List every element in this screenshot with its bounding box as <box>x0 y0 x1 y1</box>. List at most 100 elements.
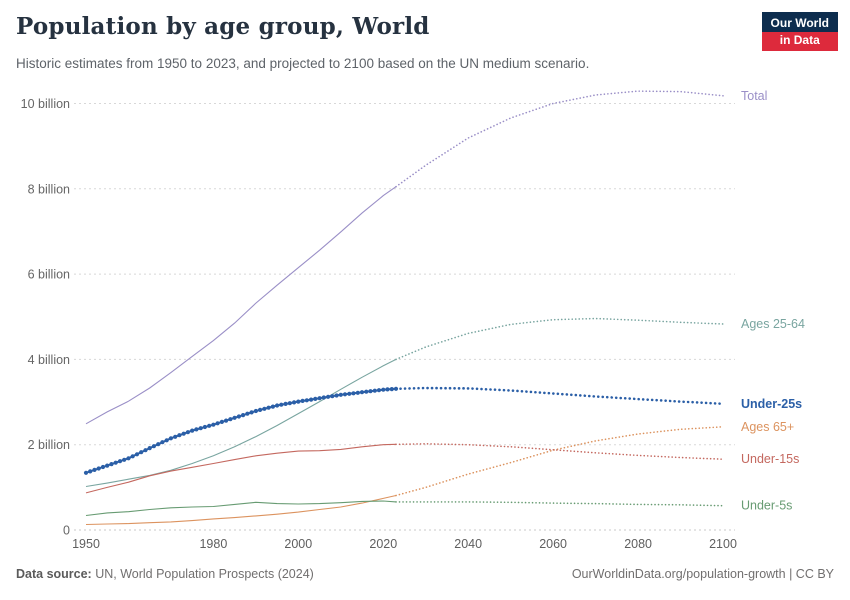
data-point-marker <box>156 442 161 447</box>
data-point-marker <box>215 421 220 426</box>
data-point-marker <box>245 411 250 416</box>
data-source-note: Data source: UN, World Population Prospe… <box>16 567 314 581</box>
data-point-marker <box>253 408 258 414</box>
data-point-marker <box>347 391 352 396</box>
x-axis-tick-label: 1950 <box>72 537 100 551</box>
data-point-marker <box>313 396 318 401</box>
data-source-label: Data source: <box>16 567 92 581</box>
data-point-marker <box>185 430 190 435</box>
data-point-marker <box>258 407 263 412</box>
data-point-marker <box>143 448 148 453</box>
series-line-total-projected[interactable] <box>395 90 724 188</box>
y-axis-tick-label: 6 billion <box>28 268 70 282</box>
data-point-marker <box>364 389 369 394</box>
data-point-marker <box>168 436 173 441</box>
x-axis-tick-label: 1980 <box>199 537 227 551</box>
series-label-under-15s[interactable]: Under-15s <box>741 452 799 466</box>
owid-logo-line2: in Data <box>761 32 838 51</box>
x-axis-tick-label: 2080 <box>624 537 652 551</box>
series-label-ages-25-64[interactable]: Ages 25-64 <box>741 317 805 331</box>
x-axis-tick-label: 2060 <box>539 537 567 551</box>
data-point-marker <box>177 433 182 438</box>
series-line-under-5s-projected[interactable] <box>395 501 724 507</box>
data-point-marker <box>194 427 199 432</box>
data-point-marker <box>224 418 229 423</box>
series-line-under-25s-historic[interactable] <box>85 387 397 474</box>
owid-logo[interactable]: Our World in Data <box>761 12 838 51</box>
series-label-ages-65plus[interactable]: Ages 65+ <box>741 420 794 434</box>
data-source-value: UN, World Population Prospects (2024) <box>91 567 314 581</box>
data-point-marker <box>279 402 284 407</box>
y-axis-tick-label: 2 billion <box>28 438 70 452</box>
series-line-under-5s-historic[interactable] <box>85 500 397 517</box>
data-point-marker <box>139 450 144 455</box>
series-line-under-15s-historic[interactable] <box>85 443 397 494</box>
data-point-marker <box>96 466 101 471</box>
x-axis-tick-label: 2040 <box>454 537 482 551</box>
data-point-marker <box>232 415 237 420</box>
y-axis-tick-label: 0 <box>63 524 70 538</box>
data-point-marker <box>389 387 394 392</box>
data-point-marker <box>236 414 241 419</box>
owid-logo-line1: Our World <box>761 12 838 32</box>
series-line-ages-65plus-historic[interactable] <box>85 494 397 526</box>
data-point-marker <box>100 464 106 470</box>
data-point-marker <box>393 386 399 391</box>
data-point-marker <box>190 428 195 433</box>
series-label-total[interactable]: Total <box>741 89 767 103</box>
data-point-marker <box>330 394 335 399</box>
data-point-marker <box>283 401 288 406</box>
data-point-marker <box>292 400 297 405</box>
chart-footer: Data source: UN, World Population Prospe… <box>16 567 834 581</box>
chart-subtitle: Historic estimates from 1950 to 2023, an… <box>16 56 590 71</box>
data-point-marker <box>368 389 373 394</box>
data-point-marker <box>109 462 114 467</box>
data-point-marker <box>134 452 140 457</box>
data-point-marker <box>113 460 118 465</box>
y-axis-tick-label: 4 billion <box>28 353 70 367</box>
series-line-under-15s-projected[interactable] <box>395 442 724 461</box>
data-point-marker <box>105 463 110 468</box>
series-line-ages-65plus-projected[interactable] <box>395 425 724 497</box>
data-point-marker <box>181 431 186 436</box>
data-point-marker <box>304 398 309 403</box>
data-point-marker <box>321 395 326 400</box>
data-point-marker <box>270 404 275 409</box>
y-axis-tick-label: 10 billion <box>21 97 70 111</box>
data-point-marker <box>202 424 207 430</box>
data-point-marker <box>241 413 246 418</box>
data-point-marker <box>207 423 212 428</box>
data-point-marker <box>164 438 169 443</box>
data-point-marker <box>296 399 301 404</box>
data-point-marker <box>326 394 331 399</box>
data-point-marker <box>342 392 348 397</box>
data-point-marker <box>198 426 203 431</box>
series-line-under-25s-projected[interactable] <box>394 386 725 406</box>
page-title: Population by age group, World <box>16 13 430 40</box>
series-label-under-5s[interactable]: Under-5s <box>741 499 792 513</box>
y-axis-tick-label: 8 billion <box>28 182 70 196</box>
footer-link[interactable]: OurWorldinData.org/population-growth | C… <box>571 567 834 581</box>
data-point-marker <box>88 469 93 474</box>
data-point-marker <box>117 459 123 464</box>
x-axis-tick-label: 2000 <box>284 537 312 551</box>
data-point-marker <box>372 388 377 393</box>
series-line-ages-25-64-projected[interactable] <box>395 317 724 361</box>
series-label-under-25s[interactable]: Under-25s <box>741 397 802 411</box>
data-point-marker <box>359 390 365 395</box>
series-line-ages-25-64-historic[interactable] <box>85 358 397 488</box>
data-point-marker <box>262 406 267 411</box>
data-point-marker <box>351 391 356 396</box>
data-point-marker <box>385 387 390 392</box>
series-line-total-historic[interactable] <box>85 186 397 425</box>
data-point-marker <box>275 403 280 408</box>
data-point-marker <box>317 396 322 401</box>
data-point-marker <box>334 393 339 398</box>
data-point-marker <box>219 419 224 424</box>
data-point-marker <box>338 392 343 397</box>
chart-canvas[interactable]: 0 2 billion 4 billion 6 billion 8 billion 10 … <box>0 85 850 555</box>
data-point-marker <box>130 454 135 459</box>
data-point-marker <box>211 422 216 427</box>
data-point-marker <box>266 405 271 410</box>
